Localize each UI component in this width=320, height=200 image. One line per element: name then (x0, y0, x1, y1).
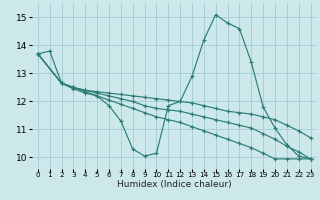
X-axis label: Humidex (Indice chaleur): Humidex (Indice chaleur) (117, 180, 232, 189)
